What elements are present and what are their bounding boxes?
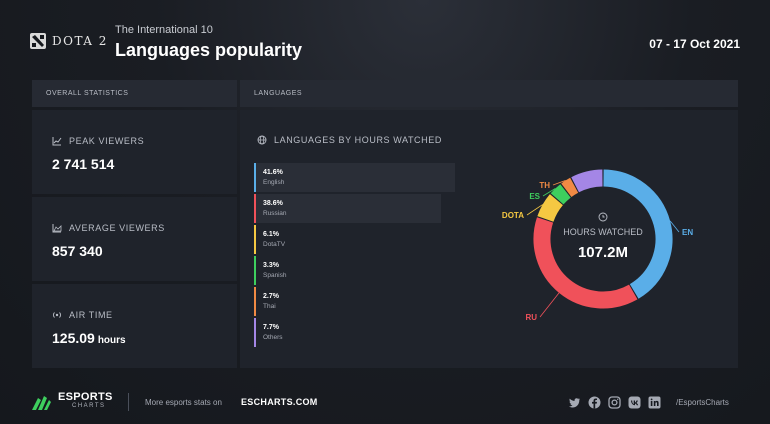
- donut-slice-label: ES: [529, 192, 540, 201]
- donut-slice-label: EN: [682, 228, 693, 237]
- donut-slice-label: DOTA: [502, 211, 524, 220]
- donut-leader-line: [552, 180, 566, 186]
- bar-color-stripe: [254, 163, 256, 192]
- stat-air-time: AIR TIME 125.09 hours: [32, 284, 237, 368]
- stat-unit: hours: [97, 335, 126, 346]
- languages-panel: [240, 110, 738, 368]
- donut-slice: [533, 217, 638, 309]
- logo-text: DOTA 2: [52, 34, 108, 48]
- languages-chart-title-text: LANGUAGES BY HOURS WATCHED: [274, 135, 442, 145]
- stat-label: AIR TIME: [69, 310, 113, 320]
- broadcast-icon: [53, 312, 61, 318]
- vk-icon[interactable]: [628, 396, 641, 409]
- languages-header: LANGUAGES: [240, 80, 738, 107]
- donut-slice-label: RU: [525, 313, 537, 322]
- bar-language-name: DotaTV: [263, 241, 286, 248]
- chart-icon: [52, 137, 62, 146]
- bar-language-name: English: [263, 179, 285, 186]
- stat-average-viewers: AVERAGE VIEWERS 857 340: [32, 197, 237, 281]
- language-bar: 2.7% Thai: [254, 287, 294, 316]
- languages-section-title: LANGUAGES: [254, 90, 303, 97]
- footer-divider: [128, 393, 129, 411]
- stat-value: 125.09 hours: [52, 330, 126, 346]
- donut-leader-line: [526, 204, 543, 216]
- donut-leader-line: [542, 188, 556, 197]
- language-bar: 41.6% English: [254, 163, 455, 192]
- bar-percent: 2.7%: [263, 293, 279, 300]
- twitter-icon[interactable]: [568, 396, 581, 409]
- overall-statistics-title: OVERALL STATISTICS: [46, 90, 129, 97]
- stat-value: 2 741 514: [52, 156, 115, 172]
- stat-value: 857 340: [52, 243, 103, 259]
- stat-label: AVERAGE VIEWERS: [69, 223, 165, 233]
- donut-slice: [571, 169, 603, 193]
- donut-slice: [561, 177, 579, 198]
- bar-color-stripe: [254, 225, 256, 254]
- donut-slice: [550, 184, 571, 205]
- area-chart-icon: [52, 224, 62, 233]
- bar-percent: 41.6%: [263, 169, 283, 176]
- header: DOTA 2 The International 10 Languages po…: [0, 0, 770, 78]
- linkedin-icon[interactable]: [648, 396, 661, 409]
- bar-color-stripe: [254, 194, 256, 223]
- bar-language-name: Thai: [263, 303, 276, 310]
- dota-icon: [30, 33, 46, 49]
- donut-total: 107.2M: [578, 244, 628, 261]
- social-links: [568, 396, 661, 409]
- language-bar: 7.7% Others: [254, 318, 294, 347]
- social-handle: /EsportsCharts: [676, 398, 729, 407]
- brand-name: ESPORTS: [58, 391, 113, 403]
- stat-peak-viewers: PEAK VIEWERS 2 741 514: [32, 110, 237, 194]
- bar-percent: 6.1%: [263, 231, 279, 238]
- donut-leader-line: [539, 292, 560, 318]
- bar-language-name: Others: [263, 334, 283, 341]
- more-stats-text: More esports stats on: [145, 398, 222, 407]
- hours-watched-donut: HOURS WATCHED 107.2M EN RU DOTA ES TH: [470, 150, 710, 350]
- bar-percent: 7.7%: [263, 324, 279, 331]
- language-bar: 6.1% DotaTV: [254, 225, 294, 254]
- stat-number: 125.09: [52, 330, 95, 346]
- brand-sub: CHARTS: [72, 403, 106, 409]
- donut-title: HOURS WATCHED: [563, 227, 643, 237]
- language-bar: 38.6% Russian: [254, 194, 441, 223]
- donut-slice-label: TH: [539, 181, 550, 190]
- bar-color-stripe: [254, 256, 256, 285]
- esports-charts-icon: [32, 396, 51, 410]
- instagram-icon[interactable]: [608, 396, 621, 409]
- page-title: Languages popularity: [115, 40, 303, 60]
- bar-percent: 3.3%: [263, 262, 279, 269]
- globe-icon: [257, 135, 267, 145]
- clock-icon: [598, 212, 608, 222]
- bar-language-name: Spanish: [263, 272, 287, 279]
- bar-color-stripe: [254, 318, 256, 347]
- stat-label: PEAK VIEWERS: [69, 136, 145, 146]
- facebook-icon[interactable]: [588, 396, 601, 409]
- languages-chart-title: LANGUAGES BY HOURS WATCHED: [257, 135, 442, 145]
- event-name: The International 10: [115, 24, 213, 36]
- site-link[interactable]: ESCHARTS.COM: [241, 397, 318, 407]
- donut-slice: [537, 194, 564, 223]
- language-bar: 3.3% Spanish: [254, 256, 294, 285]
- donut-chart: HOURS WATCHED 107.2M EN RU DOTA ES TH: [502, 169, 693, 322]
- bar-language-name: Russian: [263, 210, 287, 217]
- bar-color-stripe: [254, 287, 256, 316]
- date-range: 07 - 17 Oct 2021: [649, 37, 740, 51]
- donut-leader-line: [669, 220, 680, 233]
- esports-charts-logo: ESPORTS CHARTS: [30, 392, 113, 412]
- donut-slice: [603, 169, 673, 299]
- bar-percent: 38.6%: [263, 200, 283, 207]
- dota-logo: DOTA 2: [30, 33, 108, 49]
- overall-statistics-header: OVERALL STATISTICS: [32, 80, 237, 107]
